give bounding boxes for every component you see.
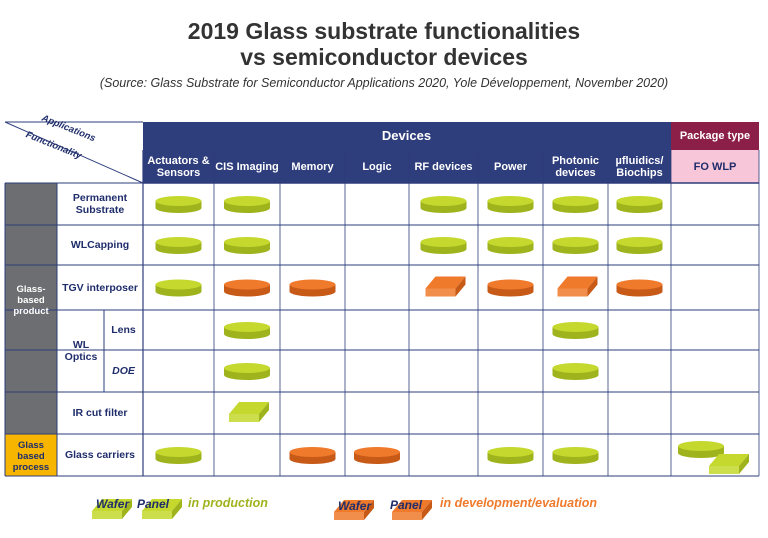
mark-r4-c1 xyxy=(224,363,270,380)
corner-diagonal xyxy=(4,121,144,184)
mark-r6-c6 xyxy=(552,447,599,464)
mark-r6-c8-a xyxy=(678,441,724,458)
mark-r1-c5 xyxy=(487,237,534,254)
row-label-2: TGV interposer xyxy=(62,281,138,294)
column-header-3: Logic xyxy=(362,160,392,173)
legend-in-production: in production xyxy=(188,496,268,510)
column-header-7: µfluidics/ Biochips xyxy=(615,154,664,179)
mark-r2-c0 xyxy=(155,279,202,297)
mark-r6-c8-b xyxy=(709,454,749,474)
column-header-2: Memory xyxy=(291,160,334,173)
columns-header-bg xyxy=(143,150,671,183)
mark-r6-c3 xyxy=(354,447,400,464)
glass-based-process-bar xyxy=(5,434,57,476)
mark-r1-c0 xyxy=(155,237,202,254)
glass-based-process-label: Glass based process xyxy=(12,439,50,473)
mark-r4-c6 xyxy=(552,363,599,380)
legend-panel-orange-shape xyxy=(392,500,432,520)
mark-r3-c6 xyxy=(552,322,599,339)
fo-wlp-header: FO WLP xyxy=(693,160,737,173)
row-label-6: Glass carriers xyxy=(64,449,136,461)
mark-r6-c5 xyxy=(487,447,534,464)
mark-r2-c1 xyxy=(224,279,270,297)
mark-r1-c6 xyxy=(552,237,599,254)
column-header-5: Power xyxy=(493,160,527,173)
legend-panel-green-shape xyxy=(142,499,182,519)
mark-r1-c4 xyxy=(420,237,467,254)
mark-r2-c4 xyxy=(425,276,466,297)
mark-r1-c7 xyxy=(616,237,663,254)
mark-r5-c1 xyxy=(229,402,269,422)
mark-r3-c1 xyxy=(224,322,270,339)
legend-panel-orange-label: Panel xyxy=(390,498,423,512)
legend-wafer-green-shape xyxy=(92,499,132,519)
source-note: (Source: Glass Substrate for Semiconduct… xyxy=(99,76,669,90)
row-label-0: Permanent Substrate xyxy=(72,192,128,216)
mark-r0-c5 xyxy=(487,196,534,214)
devices-header-bg xyxy=(143,122,671,150)
legend-panel-green-label: Panel xyxy=(137,497,170,511)
title-line-2: vs semiconductor devices xyxy=(240,44,528,70)
mark-r0-c1 xyxy=(224,196,270,213)
mark-r1-c1 xyxy=(224,237,270,254)
mark-r2-c6 xyxy=(557,276,598,297)
legend-in-development: in development/evaluation xyxy=(440,496,597,510)
package-type-header: Package type xyxy=(679,130,751,142)
mark-r6-c2 xyxy=(289,447,336,464)
column-header-6: Photonic devices xyxy=(551,154,600,179)
row-label-5: IR cut filter xyxy=(72,407,128,419)
glass-based-product-label: Glass-based product xyxy=(13,283,49,317)
mark-r2-c5 xyxy=(487,279,534,297)
mark-r6-c0 xyxy=(155,447,202,464)
row-label-3: Lens xyxy=(111,324,136,336)
mark-r0-c6 xyxy=(552,196,599,214)
mark-r0-c7 xyxy=(616,196,663,214)
wl-optics-label: WL Optics xyxy=(64,339,98,363)
column-header-4: RF devices xyxy=(414,160,473,173)
legend-wafer-orange-label: Wafer xyxy=(338,499,372,513)
mark-r2-c7 xyxy=(616,279,663,297)
column-header-0: Actuators & Sensors xyxy=(147,154,210,179)
package-header-bg xyxy=(671,122,759,150)
legend-wafer-green-label: Wafer xyxy=(96,497,130,511)
devices-header: Devices xyxy=(381,128,432,143)
fo-wlp-header-bg xyxy=(671,150,759,183)
row-label-4: DOE xyxy=(112,365,135,377)
row-label-1: WLCapping xyxy=(70,239,130,251)
legend-wafer-orange-shape xyxy=(334,500,374,520)
mark-r2-c2 xyxy=(289,279,336,297)
mark-r0-c0 xyxy=(155,196,202,214)
mark-r0-c4 xyxy=(420,196,467,214)
title-line-1: 2019 Glass substrate functionalities xyxy=(187,18,581,44)
column-header-1: CIS Imaging xyxy=(215,160,279,173)
